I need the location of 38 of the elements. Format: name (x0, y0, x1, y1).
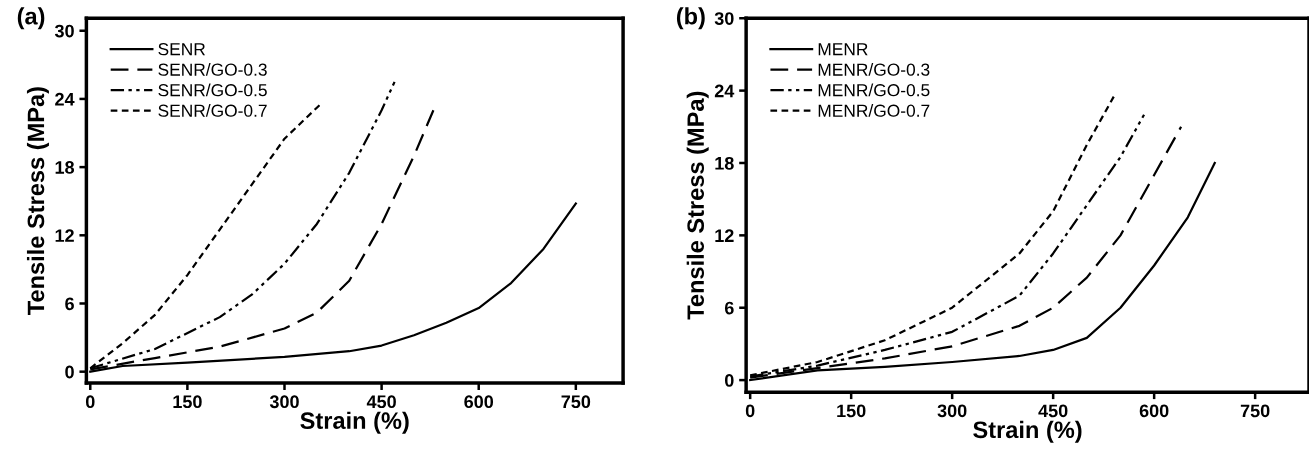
y-tick-label: 0 (65, 365, 74, 379)
x-tick-label: 450 (1038, 404, 1068, 418)
x-tick-label: 750 (561, 395, 591, 409)
y-tick-label: 24 (55, 92, 75, 106)
legend-label: SENR/GO-0.3 (158, 63, 267, 76)
legend-label: SENR/GO-0.7 (158, 104, 267, 117)
x-axis-title: Strain (%) (300, 411, 409, 434)
x-tick-label: 600 (464, 395, 494, 409)
legend-label: MENR (818, 43, 868, 56)
legend-label: SENR/GO-0.5 (158, 83, 267, 97)
legend-label: SENR (158, 43, 205, 56)
x-tick-label: 300 (937, 404, 967, 418)
x-tick-label: 150 (837, 404, 866, 418)
y-tick-label: 18 (55, 161, 75, 174)
y-tick-label: 30 (54, 24, 74, 38)
text: (b) (676, 7, 705, 30)
legend-label: MENR/GO-0.5 (818, 83, 930, 97)
y-tick-label: 18 (715, 156, 734, 170)
x-tick-label: 0 (85, 395, 95, 409)
y-tick-label: 30 (714, 12, 734, 25)
y-tick-label: 6 (65, 297, 74, 311)
x-tick-label: 750 (1240, 404, 1270, 418)
y-axis-title: Tensile Stress (MPa) (686, 91, 709, 320)
x-tick-label: 450 (366, 395, 396, 409)
x-axis-title: Strain (%) (973, 420, 1082, 443)
legend-label: MENR/GO-0.3 (818, 63, 930, 76)
y-tick-label: 12 (55, 229, 74, 242)
x-tick-label: 300 (269, 395, 299, 409)
y-tick-label: 12 (715, 229, 734, 242)
y-tick-label: 6 (724, 301, 734, 315)
y-axis-title: Tensile Stress (MPa) (26, 87, 49, 315)
x-tick-label: 600 (1139, 404, 1169, 418)
x-tick-label: 0 (745, 404, 755, 418)
y-tick-label: 0 (725, 374, 734, 387)
x-tick-label: 150 (173, 395, 202, 409)
legend-label: MENR/GO-0.7 (818, 104, 930, 117)
text: (a) (17, 7, 45, 30)
y-tick-label: 24 (714, 84, 735, 98)
